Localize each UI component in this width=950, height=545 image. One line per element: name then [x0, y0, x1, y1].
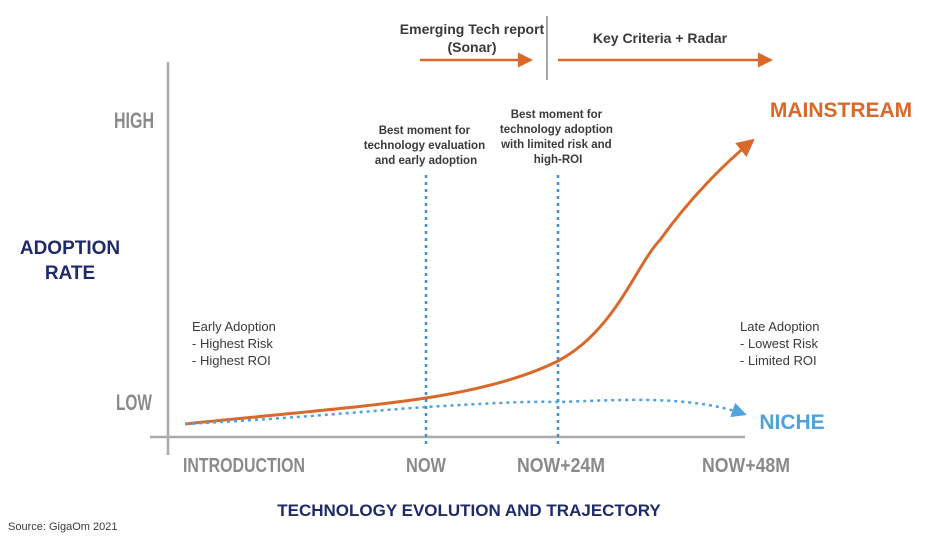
early-adoption-line: - Highest Risk: [192, 336, 273, 351]
late-adoption-line: - Limited ROI: [740, 353, 817, 368]
x-tick-now24: NOW+24M: [517, 455, 605, 477]
late-adoption-annotation: Late Adoption - Lowest Risk - Limited RO…: [740, 319, 823, 368]
niche-label: NICHE: [759, 411, 824, 434]
sonar-label-line1: Emerging Tech report: [400, 21, 545, 37]
now-annotation-line: and early adoption: [375, 155, 477, 167]
y-axis-title-line1: ADOPTION: [20, 238, 120, 259]
now24-annotation: Best moment for technology adoption with…: [500, 109, 616, 166]
x-axis-title: TECHNOLOGY EVOLUTION AND TRAJECTORY: [277, 501, 661, 520]
early-adoption-line: Early Adoption: [192, 319, 276, 334]
now-annotation-line: technology evaluation: [364, 140, 485, 152]
now24-annotation-line: Best moment for: [511, 109, 603, 121]
late-adoption-line: Late Adoption: [740, 319, 820, 334]
mainstream-label: MAINSTREAM: [770, 99, 912, 122]
x-tick-now48: NOW+48M: [702, 455, 790, 477]
now-annotation-line: Best moment for: [379, 125, 471, 137]
now24-annotation-line: high-ROI: [534, 154, 583, 166]
radar-label: Key Criteria + Radar: [593, 30, 728, 46]
early-adoption-line: - Highest ROI: [192, 353, 271, 368]
y-axis-title-line2: RATE: [45, 263, 95, 284]
y-high-label: HIGH: [114, 108, 154, 133]
y-low-label: LOW: [116, 390, 152, 415]
x-tick-now: NOW: [406, 455, 446, 477]
now24-annotation-line: technology adoption: [500, 124, 613, 136]
source-note: Source: GigaOm 2021: [8, 521, 117, 533]
now-annotation: Best moment for technology evaluation an…: [364, 125, 489, 167]
late-adoption-line: - Lowest Risk: [740, 336, 819, 351]
sonar-label-line2: (Sonar): [448, 39, 497, 55]
mainstream-curve: [184, 138, 755, 426]
early-adoption-annotation: Early Adoption - Highest Risk - Highest …: [192, 319, 279, 368]
niche-curve: [184, 398, 747, 426]
now24-annotation-line: with limited risk and: [500, 139, 612, 151]
x-tick-introduction: INTRODUCTION: [183, 455, 305, 477]
